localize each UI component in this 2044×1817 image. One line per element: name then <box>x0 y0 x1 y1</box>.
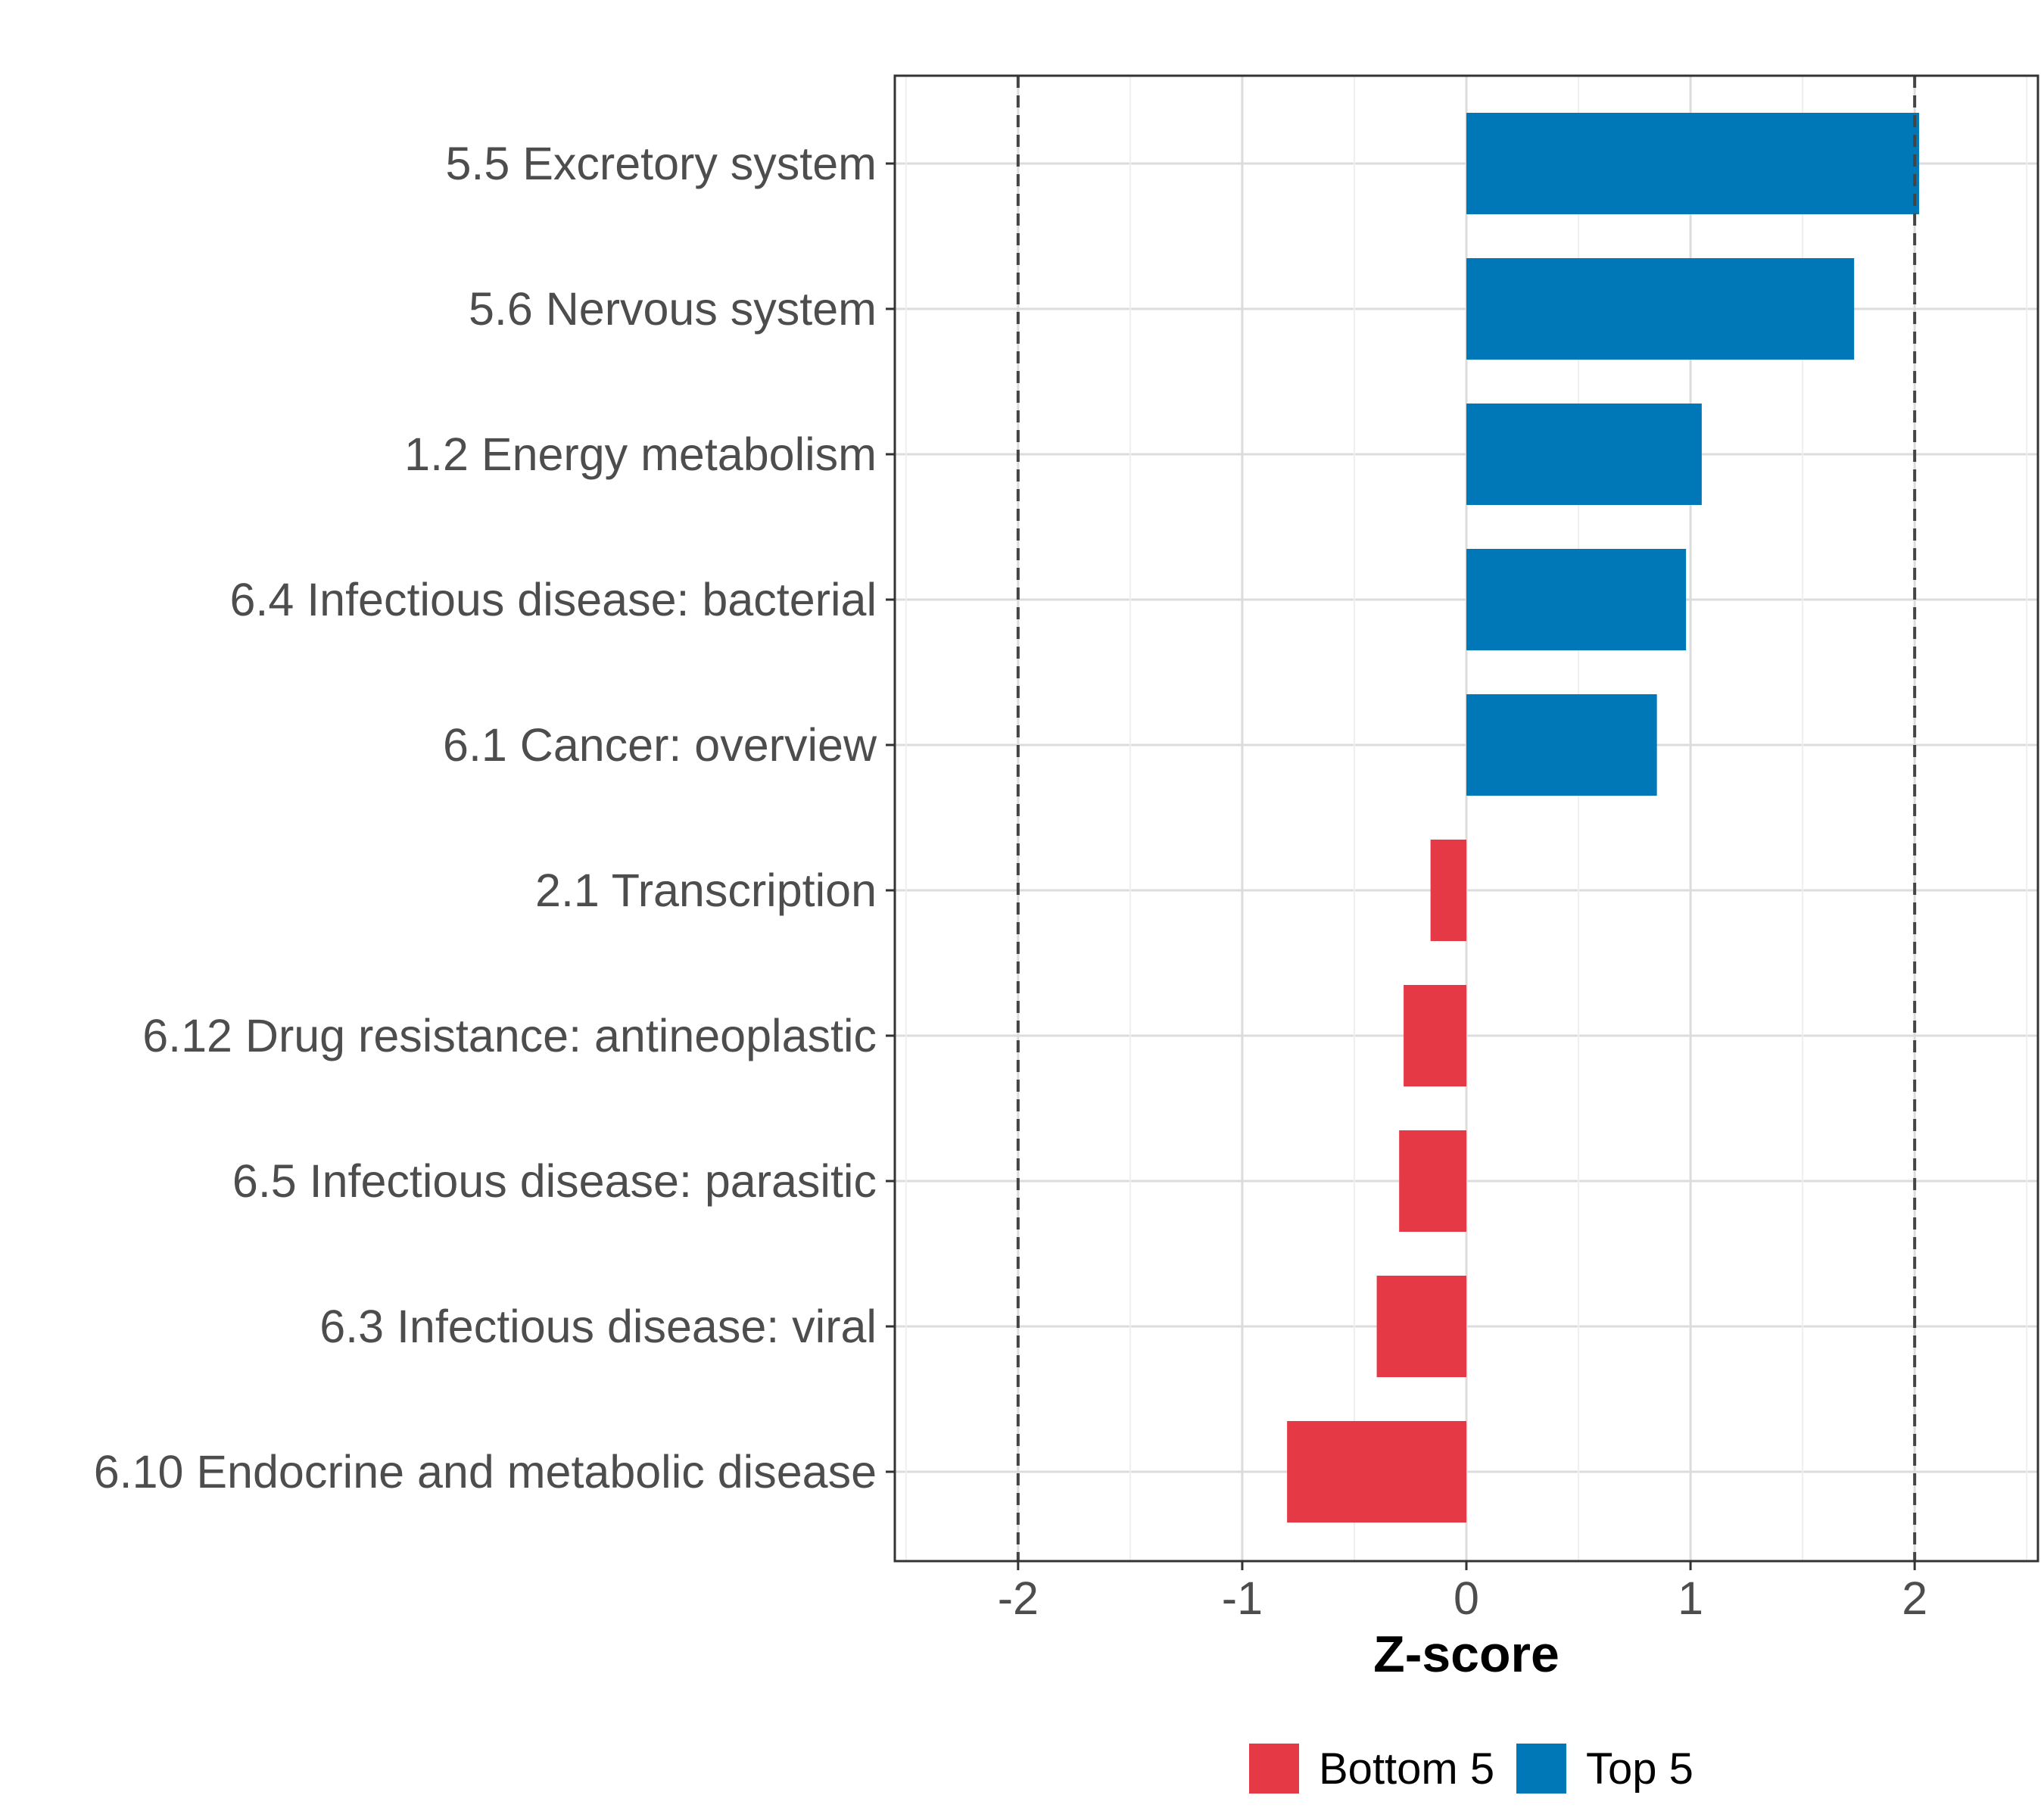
category-label: 6.10 Endocrine and metabolic disease <box>94 1446 877 1498</box>
legend-label: Bottom 5 <box>1319 1744 1494 1794</box>
bar-9 <box>1376 1276 1466 1377</box>
x-tick-label: 1 <box>1678 1572 1703 1624</box>
bar-7 <box>1404 985 1466 1086</box>
bar-6 <box>1430 840 1466 941</box>
x-axis-title: Z-score <box>1373 1625 1559 1683</box>
category-label: 6.3 Infectious disease: viral <box>319 1301 877 1352</box>
bar-layer <box>1287 113 1920 1522</box>
legend: Bottom 5 Top 5 <box>1249 1744 1693 1794</box>
legend-label: Top 5 <box>1586 1744 1693 1794</box>
bar-5 <box>1466 694 1657 796</box>
x-tick-label: -1 <box>1222 1572 1263 1624</box>
bar-4 <box>1466 549 1687 650</box>
x-tick-label: 0 <box>1454 1572 1479 1624</box>
category-label: 6.5 Infectious disease: parasitic <box>232 1155 877 1207</box>
category-label: 5.5 Excretory system <box>446 138 877 189</box>
bar-2 <box>1466 258 1855 360</box>
category-label: 5.6 Nervous system <box>469 283 877 335</box>
x-tick-label: -2 <box>998 1572 1039 1624</box>
category-label: 1.2 Energy metabolism <box>404 429 877 480</box>
category-label: 6.12 Drug resistance: antineoplastic <box>142 1010 877 1061</box>
bar-3 <box>1466 404 1702 505</box>
legend-key <box>1249 1744 1299 1794</box>
category-label: 6.4 Infectious disease: bacterial <box>229 574 877 625</box>
x-tick-label: 2 <box>1902 1572 1927 1624</box>
category-label: 6.1 Cancer: overview <box>443 719 877 771</box>
bar-10 <box>1287 1421 1466 1522</box>
legend-key <box>1516 1744 1566 1794</box>
bar-1 <box>1466 113 1920 214</box>
axis-layer: 5.5 Excretory system 5.6 Nervous system 1.… <box>94 74 2039 1683</box>
reference-line-layer <box>1016 76 1917 1561</box>
bar-8 <box>1399 1130 1466 1232</box>
category-label: 2.1 Transcription <box>535 865 877 916</box>
